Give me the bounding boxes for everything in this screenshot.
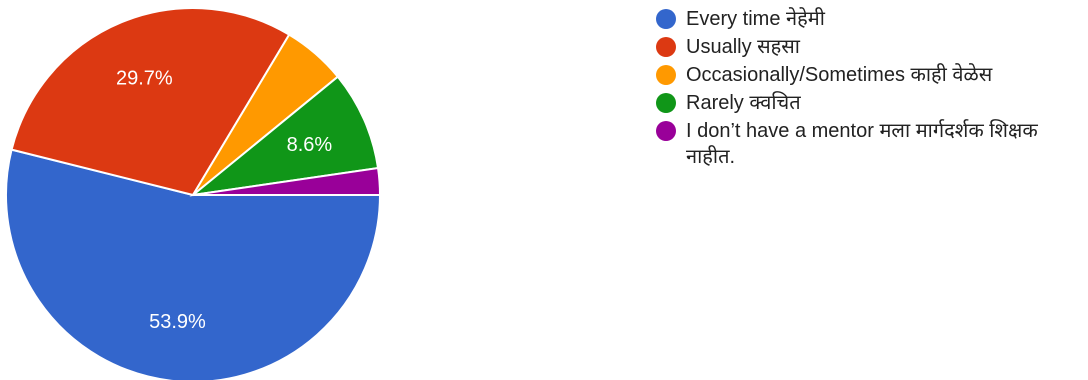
legend-label-usually: Usually सहसा	[686, 36, 800, 58]
slice-label-usually: 29.7%	[116, 68, 173, 90]
legend-item-no-mentor[interactable]: I don’t have a mentor मला मार्गदर्शक शिक…	[656, 118, 1086, 170]
legend-swatch-occasionally	[656, 65, 676, 85]
legend-swatch-no-mentor	[656, 121, 676, 141]
legend-label-rarely: Rarely क्वचित	[686, 92, 801, 114]
slice-label-every-time: 53.9%	[149, 311, 206, 333]
pie-slice-i-don-t-have-a-mentor[interactable]	[192, 166, 382, 196]
pie-slice-usually[interactable]	[10, 7, 291, 197]
pie-slice-rarely[interactable]	[189, 75, 380, 197]
legend-label-no-mentor: I don’t have a mentor मला मार्गदर्शक शिक…	[686, 120, 1038, 168]
legend-item-every-time[interactable]: Every time नेहेमी	[656, 6, 1086, 32]
legend-label-occasionally: Occasionally/Sometimes काही वेळेस	[686, 64, 993, 86]
legend-item-occasionally[interactable]: Occasionally/Sometimes काही वेळेस	[656, 62, 1086, 88]
pie-slice-every-time[interactable]	[5, 148, 382, 380]
legend-swatch-rarely	[656, 93, 676, 113]
pie-chart: 53.9% 29.7% 8.6%	[5, 7, 382, 380]
legend-swatch-every-time	[656, 9, 676, 29]
slice-label-rarely: 8.6%	[287, 134, 333, 156]
legend-item-rarely[interactable]: Rarely क्वचित	[656, 90, 1086, 116]
chart-legend: Every time नेहेमी Usually सहसा Occasiona…	[656, 6, 1086, 172]
legend-label-every-time: Every time नेहेमी	[686, 8, 825, 30]
pie-chart-svg: 53.9% 29.7% 8.6%	[5, 7, 382, 380]
legend-item-usually[interactable]: Usually सहसा	[656, 34, 1086, 60]
legend-swatch-usually	[656, 37, 676, 57]
